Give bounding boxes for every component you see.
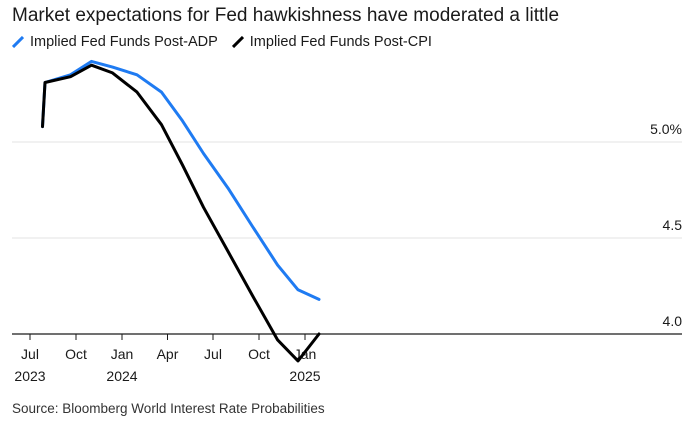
legend-item-post-cpi: Implied Fed Funds Post-CPI [231,34,432,50]
x-tick-label: Jan [111,346,134,362]
x-tick-label: Oct [65,346,87,362]
x-tick-year-label: 2024 [106,368,137,384]
y-tick-label: 4.5 [663,217,683,233]
legend: Implied Fed Funds Post-ADP Implied Fed F… [12,34,446,50]
y-tick-label: 5.0% [650,121,682,137]
x-tick-label: Jul [204,346,222,362]
legend-swatch-post-adp [12,36,24,48]
legend-swatch-post-cpi [231,36,244,48]
series-line-post-cpi [41,63,321,363]
x-tick-label: Oct [248,346,270,362]
chart-title: Market expectations for Fed hawkishness … [12,5,560,26]
legend-item-post-adp: Implied Fed Funds Post-ADP [12,34,218,50]
y-tick-label: 4.0 [663,313,683,329]
legend-label-post-adp: Implied Fed Funds Post-ADP [30,34,218,50]
series-line-post-adp [41,59,321,301]
x-tick-year-label: 2025 [289,368,320,384]
source-note: Source: Bloomberg World Interest Rate Pr… [12,401,325,416]
x-tick-year-label: 2023 [14,368,45,384]
x-tick-label: Apr [157,346,179,362]
x-tick-label: Jul [21,346,39,362]
legend-label-post-cpi: Implied Fed Funds Post-CPI [249,34,432,50]
